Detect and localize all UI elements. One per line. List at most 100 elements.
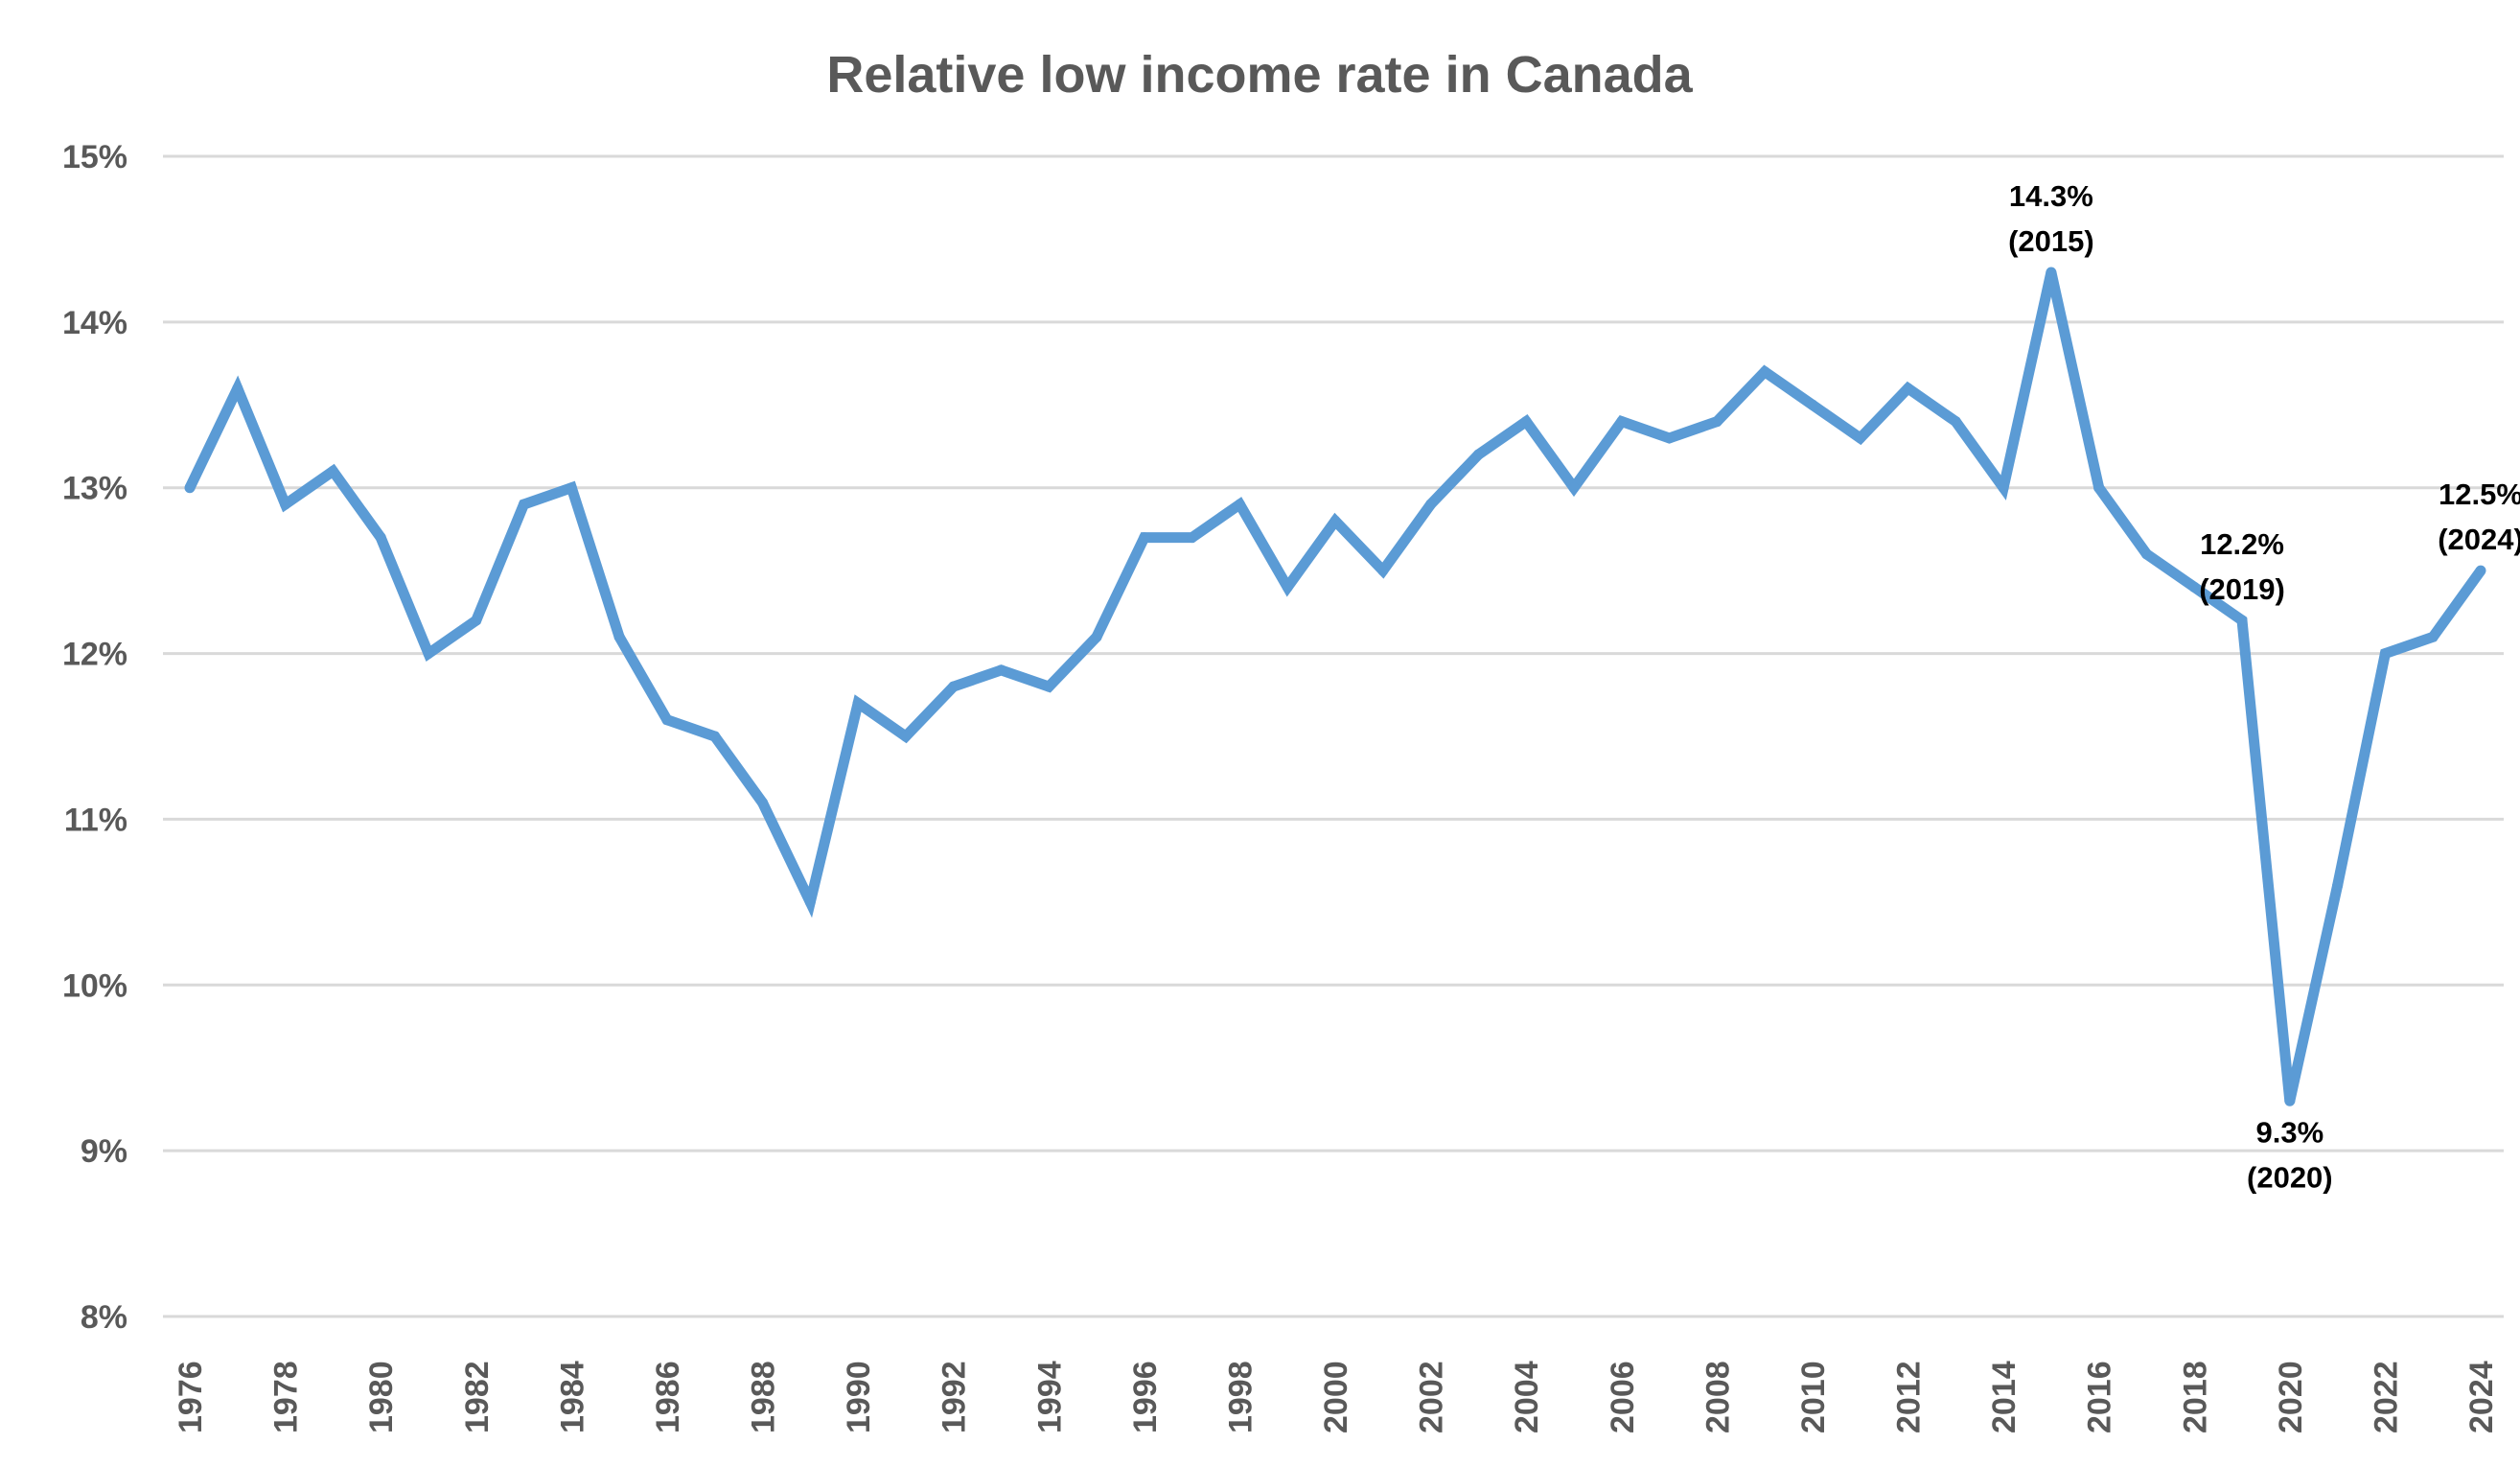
annotation-year: (2020) [2247,1160,2333,1194]
series-layer [184,267,2486,1106]
annotation-value: 14.3% [2009,179,2093,213]
data-point-1992 [948,681,959,692]
x-tick-label: 2000 [1318,1361,1354,1433]
annotation-value: 12.5% [2439,477,2520,511]
data-point-2020 [2284,1095,2296,1106]
data-point-1996 [1139,532,1150,544]
x-tick-label: 2016 [2082,1361,2118,1433]
data-point-2022 [2379,648,2391,660]
x-axis: 1976 1978 1980 1982 1984 1986 1988 1990 1992 1994… [173,1361,2500,1433]
x-tick-label: 1982 [459,1361,496,1433]
data-point-2014 [1998,482,2009,494]
y-axis: 8% 9% 10% 11% 12% 13% 14% 15% [62,139,127,1336]
series-line [185,270,2485,1103]
data-point-1986 [661,714,673,726]
y-tick-label: 14% [62,305,127,341]
data-point-1993 [995,664,1006,676]
data-point-1981 [423,648,434,660]
x-tick-label: 2012 [1891,1361,1928,1433]
annotation-2015: 14.3% (2015) [2008,179,2094,258]
annotation-year: (2015) [2008,224,2094,258]
data-point-1995 [1091,631,1102,642]
data-point-1987 [709,731,721,742]
data-point-1991 [900,731,912,742]
data-point-2003 [1472,449,1484,460]
x-tick-label: 1998 [1222,1361,1259,1433]
data-point-1984 [566,482,577,494]
x-tick-label: 2024 [2463,1361,2500,1433]
x-tick-label: 1980 [363,1361,400,1433]
y-tick-label: 11% [64,802,127,838]
data-point-1999 [1282,581,1293,593]
x-tick-label: 2002 [1414,1361,1450,1433]
data-point-2011 [1855,432,1866,444]
data-point-2019 [2236,615,2248,626]
annotations: 14.3% (2015) 12.2% (2019) 9.3% (2020) 12.5% (20… [2008,179,2520,1194]
x-tick-label: 1994 [1031,1361,1068,1433]
data-point-1988 [757,797,768,808]
y-tick-label: 15% [62,139,127,175]
data-point-2007 [1664,432,1676,444]
annotation-year: (2024) [2438,523,2520,556]
x-tick-label: 1996 [1127,1361,1164,1433]
x-tick-label: 1976 [173,1361,209,1433]
x-tick-label: 2010 [1795,1361,1832,1433]
y-tick-label: 13% [62,471,127,507]
data-point-1985 [613,631,625,642]
x-tick-label: 2018 [2177,1361,2213,1433]
gridlines [163,154,2504,1318]
annotation-value: 9.3% [2255,1115,2323,1149]
x-tick-label: 2022 [2368,1361,2404,1433]
x-tick-label: 2014 [1986,1361,2023,1433]
y-tick-label: 8% [81,1299,127,1336]
data-point-2000 [1329,515,1341,526]
x-tick-label: 1984 [554,1361,590,1433]
data-point-1976 [184,482,196,494]
data-point-1982 [471,615,482,626]
x-tick-label: 1986 [650,1361,686,1433]
x-tick-label: 2008 [1699,1361,1736,1433]
x-tick-label: 1990 [841,1361,877,1433]
data-point-1983 [519,499,530,510]
y-tick-label: 10% [62,967,127,1004]
chart-title: Relative low income rate in Canada [826,46,1693,104]
annotation-value: 12.2% [2200,527,2284,561]
data-point-2021 [2332,880,2344,892]
data-point-2016 [2093,482,2105,494]
x-tick-label: 1978 [268,1361,305,1433]
data-point-2017 [2140,548,2152,560]
data-point-1997 [1187,532,1198,544]
data-point-1998 [1234,499,1245,510]
data-point-2023 [2427,631,2439,642]
annotation-2020: 9.3% (2020) [2247,1115,2333,1194]
data-point-2013 [1950,416,1961,428]
y-tick-label: 9% [81,1133,127,1170]
data-point-2002 [1425,499,1437,510]
data-point-1979 [327,465,338,477]
annotation-2019: 12.2% (2019) [2199,527,2285,606]
data-point-1978 [280,499,291,510]
data-point-2010 [1807,399,1818,410]
data-point-2005 [1568,482,1580,494]
data-point-2001 [1377,565,1389,576]
annotation-year: (2019) [2199,572,2285,606]
x-tick-label: 2006 [1605,1361,1641,1433]
annotation-2024: 12.5% (2024) [2438,477,2520,556]
data-point-1980 [375,532,386,544]
data-point-2015 [2046,267,2057,278]
data-point-1990 [852,697,864,709]
data-point-2004 [1520,416,1532,428]
x-tick-label: 2020 [2273,1361,2309,1433]
data-point-2009 [1759,366,1770,378]
data-point-1994 [1043,681,1054,692]
data-point-2006 [1616,416,1628,428]
y-tick-label: 12% [62,637,127,673]
data-point-1989 [804,896,816,908]
data-point-1977 [232,383,243,394]
x-tick-label: 2004 [1509,1361,1545,1433]
data-point-2008 [1711,416,1722,428]
x-tick-label: 1988 [746,1361,782,1433]
data-point-2018 [2188,581,2200,593]
